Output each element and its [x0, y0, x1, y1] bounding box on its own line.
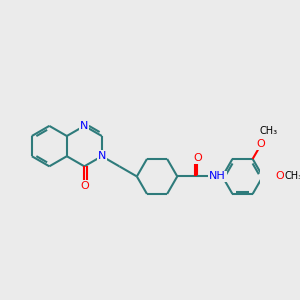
Text: N: N [80, 121, 88, 131]
Text: NH: NH [209, 171, 226, 182]
Text: CH₃: CH₃ [285, 171, 300, 182]
Text: O: O [275, 171, 284, 182]
Text: O: O [193, 153, 202, 163]
Text: O: O [80, 181, 89, 191]
Text: O: O [257, 139, 266, 149]
Text: N: N [98, 151, 106, 161]
Text: CH₃: CH₃ [259, 126, 277, 136]
